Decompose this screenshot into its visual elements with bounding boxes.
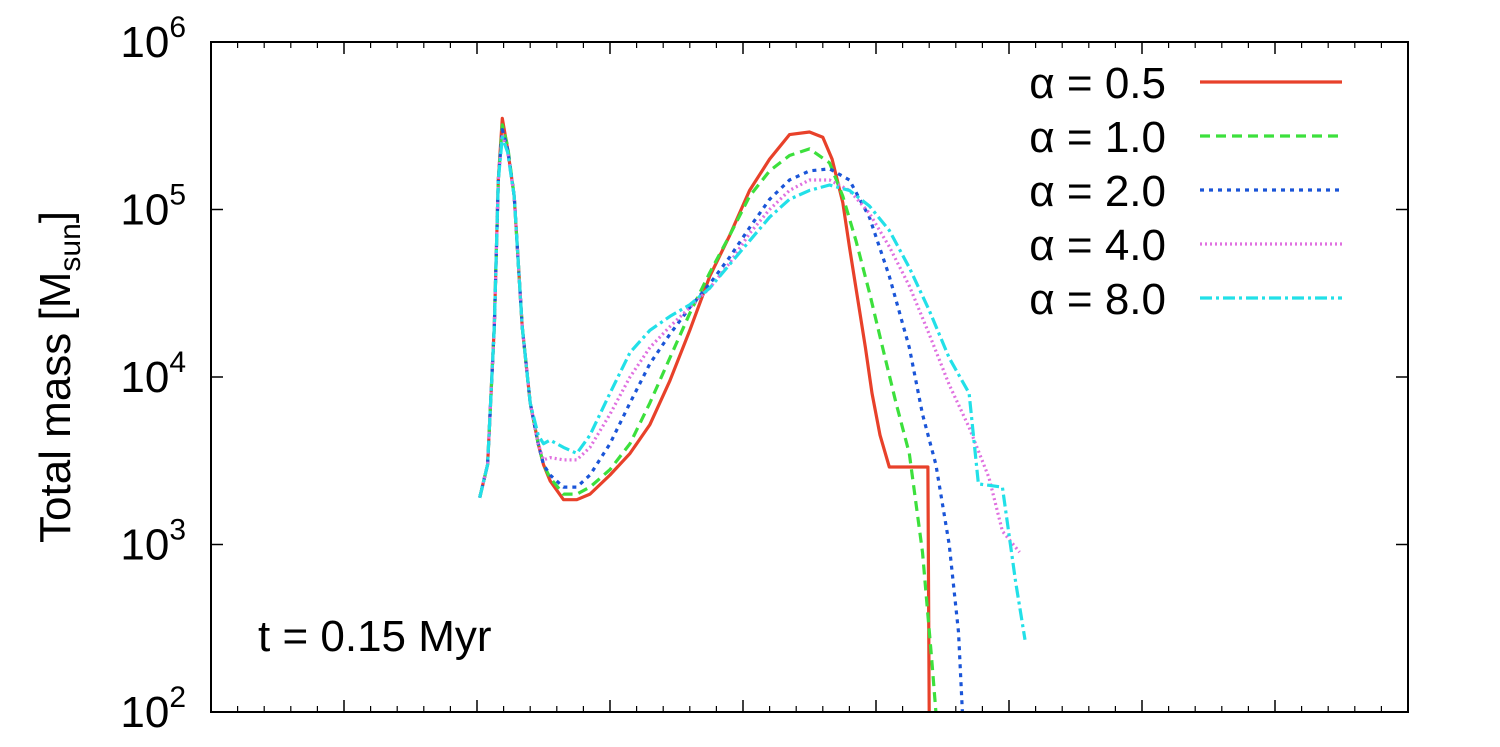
legend: α = 0.5 α = 1.0 α = 2.0 α = 4.0 α = 8.0: [1029, 59, 1342, 324]
y-axis-label-sub: sun: [54, 223, 87, 271]
plot-frame: [210, 41, 1409, 713]
series-line-2: [478, 123, 938, 712]
y-axis-label-close: ]: [31, 211, 80, 223]
series-line-5: [478, 135, 1027, 640]
series-line-3: [478, 128, 964, 712]
time-annotation: t = 0.15 Myr: [258, 612, 492, 661]
y-tick-label: 102: [120, 681, 186, 737]
series-lines: [478, 116, 1027, 712]
y-axis-label: Total mass [Msun]: [31, 211, 87, 543]
y-tick-label: 103: [120, 514, 186, 570]
legend-label: α = 0.5: [1029, 59, 1166, 108]
legend-label: α = 1.0: [1029, 113, 1166, 162]
y-axis-label-main: Total mass [M: [31, 272, 80, 543]
series-line-4: [478, 133, 1021, 554]
series-line-1: [478, 116, 931, 712]
axis-ticks: [210, 41, 1409, 713]
legend-label: α = 4.0: [1029, 221, 1166, 270]
legend-label: α = 2.0: [1029, 167, 1166, 216]
y-tick-label: 106: [120, 11, 186, 67]
legend-label: α = 8.0: [1029, 275, 1166, 324]
y-tick-label: 104: [120, 346, 186, 402]
y-tick-labels: 102 103 104 105 106: [120, 11, 186, 737]
y-tick-label: 105: [120, 179, 186, 235]
